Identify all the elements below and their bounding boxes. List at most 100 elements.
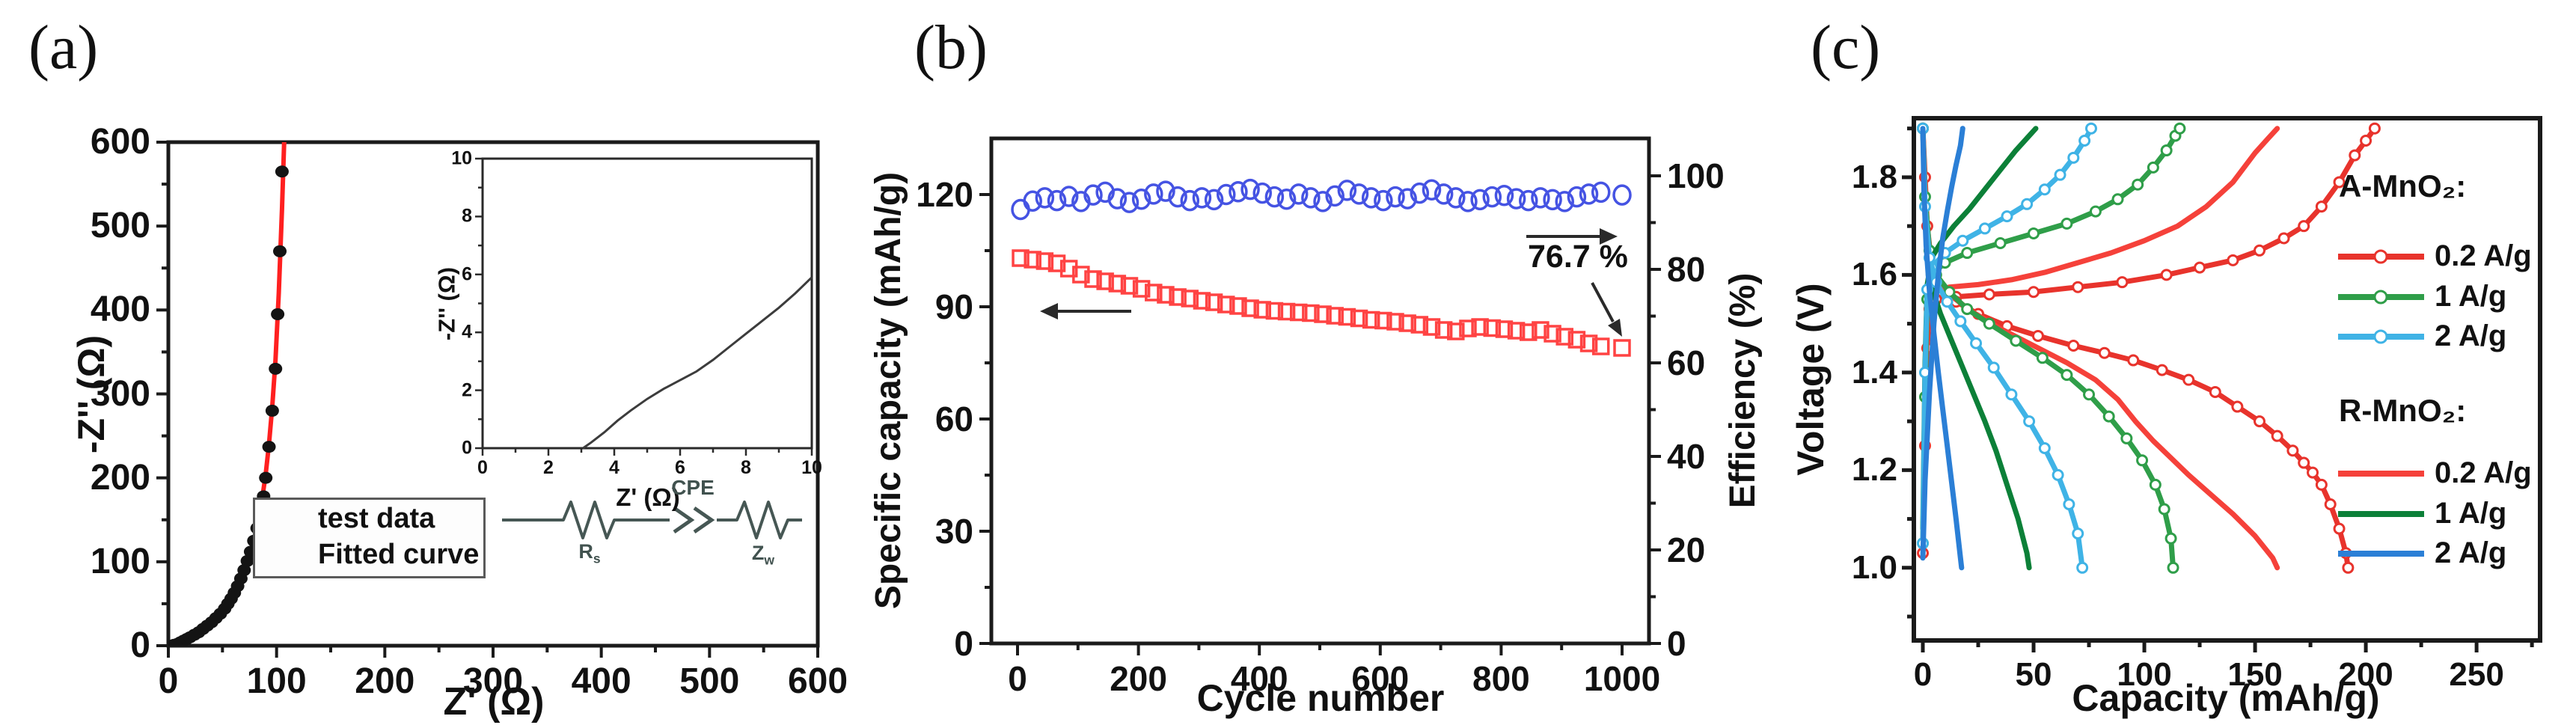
- b-capacity-point: [1108, 275, 1127, 293]
- b-retention-annotation: 76.7 %: [1528, 239, 1628, 275]
- b-efficiency-point: [1071, 191, 1091, 212]
- c-curve-marker: [2182, 373, 2195, 386]
- c-y-tick-label: 1.8: [1851, 158, 1897, 195]
- a-circuit-zw-label: Zw: [751, 542, 775, 568]
- c-curve: [1920, 126, 2085, 571]
- b-efficiency-point: [1567, 186, 1587, 208]
- b-capacity-point: [1507, 322, 1526, 340]
- c-curve-marker: [2111, 193, 2124, 206]
- b-efficiency-point: [1434, 183, 1454, 205]
- c-curve-marker: [2231, 400, 2244, 413]
- b-capacity-point: [1205, 293, 1223, 311]
- c-legend-r-02: 0.2 A/g: [2435, 456, 2532, 489]
- b-efficiency-point: [1612, 184, 1632, 206]
- b-capacity-point: [1181, 290, 1199, 308]
- b-left-y-tick-label: 120: [916, 175, 973, 214]
- b-right-axis-arrowhead: [1600, 228, 1618, 245]
- c-curve-marker: [2209, 385, 2221, 398]
- b-efficiency-point: [1494, 185, 1514, 207]
- c-legend-r-1: 1 A/g: [2435, 497, 2507, 530]
- c-curve: [1920, 126, 1965, 571]
- a-circuit-wire-resistors: [502, 501, 802, 539]
- a-y-tick-label: 0: [130, 625, 150, 665]
- c-curve-marker: [2315, 201, 2328, 213]
- panel-b-letter: (b): [914, 13, 988, 82]
- a-test-data-point: [240, 554, 254, 567]
- b-capacity-point: [1059, 260, 1078, 278]
- b-x-tick-label: 800: [1472, 659, 1530, 698]
- b-x-tick-label: 1000: [1583, 659, 1661, 698]
- c-y-tick-label: 1.2: [1851, 451, 1897, 489]
- c-curve: [1920, 126, 2351, 571]
- c-curve-marker: [2021, 198, 2034, 210]
- c-curve-marker: [2052, 468, 2064, 481]
- c-curve-marker: [2061, 217, 2073, 230]
- b-efficiency-point: [1107, 188, 1128, 209]
- c-curve-marker: [2315, 478, 2328, 491]
- b-efficiency-point: [1276, 189, 1297, 210]
- c-y-tick-label: 1.6: [1851, 256, 1897, 293]
- b-efficiency-point: [1168, 186, 1187, 208]
- a-inset-y-tick-label: 8: [462, 205, 472, 227]
- a-inset-x-axis-label: Z' (Ω): [616, 483, 680, 511]
- b-left-y-tick-label: 30: [934, 512, 973, 551]
- c-curve-marker: [1978, 222, 1991, 235]
- b-capacity-point: [1217, 296, 1235, 313]
- b-efficiency-point: [1240, 178, 1260, 201]
- b-left-y-tick-label: 0: [954, 624, 973, 663]
- a-circuit-rs-label: Rs: [578, 540, 601, 566]
- c-y-tick-label: 1.0: [1851, 548, 1897, 586]
- b-capacity-point: [1410, 316, 1429, 334]
- a-x-tick-label: 200: [355, 661, 415, 701]
- a-x-tick-label: 100: [246, 661, 307, 701]
- b-efficiency-point: [1422, 179, 1442, 201]
- c-curve-marker: [2277, 232, 2290, 245]
- c-curve-marker: [2072, 527, 2084, 540]
- b-x-tick-label: 0: [1008, 659, 1027, 698]
- a-y-tick-label: 500: [90, 206, 150, 246]
- c-curve-marker: [1994, 236, 2007, 249]
- c-curve-marker: [2089, 205, 2102, 218]
- c-curve-marker: [1970, 337, 1983, 349]
- c-curve: [1920, 126, 1965, 561]
- c-curve-marker: [2072, 281, 2084, 293]
- a-y-tick-label: 200: [90, 457, 150, 498]
- c-curve-marker: [2158, 503, 2170, 516]
- b-capacity-point: [1169, 288, 1187, 306]
- a-y-tick-label: 100: [90, 541, 150, 581]
- b-efficiency-point: [1144, 183, 1163, 205]
- c-curve-marker: [2028, 286, 2040, 299]
- b-capacity-point: [1120, 277, 1139, 295]
- b-left-y-tick-label: 60: [934, 400, 973, 438]
- b-capacity-point: [1459, 319, 1477, 337]
- c-curve-marker: [2038, 183, 2051, 196]
- b-x-tick-label: 200: [1110, 659, 1167, 698]
- c-x-tick-label: 150: [2227, 656, 2283, 693]
- c-curve-marker: [1957, 234, 1969, 247]
- b-retention-arrow: [1591, 282, 1615, 322]
- c-x-tick-label: 0: [1913, 656, 1933, 693]
- a-circuit-cpe-symbol: [673, 506, 715, 534]
- b-capacity-point: [1471, 318, 1489, 336]
- b-capacity-point: [1544, 325, 1561, 343]
- a-inset-x-tick-label: 6: [675, 457, 685, 478]
- b-capacity-point: [1012, 249, 1030, 267]
- c-curve-marker: [2028, 227, 2040, 239]
- c-curve-marker: [2023, 415, 2036, 428]
- c-curve: [1920, 126, 2182, 546]
- b-right-y-tick-label: 60: [1667, 343, 1706, 382]
- b-right-y-tick-label: 0: [1667, 624, 1686, 663]
- b-capacity-point: [1434, 321, 1453, 339]
- b-retention-arrowhead: [1608, 319, 1622, 337]
- c-curve-marker: [2076, 561, 2089, 574]
- c-curve-marker: [2031, 329, 2044, 342]
- a-legend-test-data-label: test data: [318, 503, 435, 534]
- b-capacity-point: [1193, 292, 1211, 310]
- b-efficiency-point: [1458, 191, 1478, 212]
- b-capacity-point: [1386, 313, 1404, 331]
- a-x-tick-label: 500: [679, 661, 740, 701]
- b-efficiency-point: [1579, 183, 1599, 205]
- a-inset-y-tick-label: 10: [451, 147, 472, 169]
- c-curve-marker: [2127, 354, 2140, 367]
- b-capacity-point: [1422, 318, 1441, 336]
